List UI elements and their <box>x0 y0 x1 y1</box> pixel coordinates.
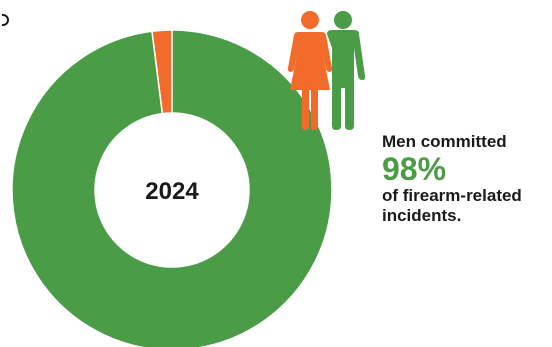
callout-line-3: incidents. <box>382 206 462 225</box>
callout-line-1: Men committed <box>382 132 507 151</box>
callout-line-2: of firearm-related <box>382 186 522 205</box>
donut-slices <box>11 29 333 347</box>
donut-chart: 2024 <box>11 29 333 347</box>
man-icon <box>327 11 366 130</box>
woman-icon <box>287 11 333 130</box>
callout: Men committed 98% of firearm-related inc… <box>382 132 552 226</box>
cropped-glyph <box>2 14 9 26</box>
center-year-label: 2024 <box>145 178 199 205</box>
people-figures <box>287 11 366 130</box>
slice-men <box>11 29 333 347</box>
callout-percent: 98% <box>382 151 447 187</box>
